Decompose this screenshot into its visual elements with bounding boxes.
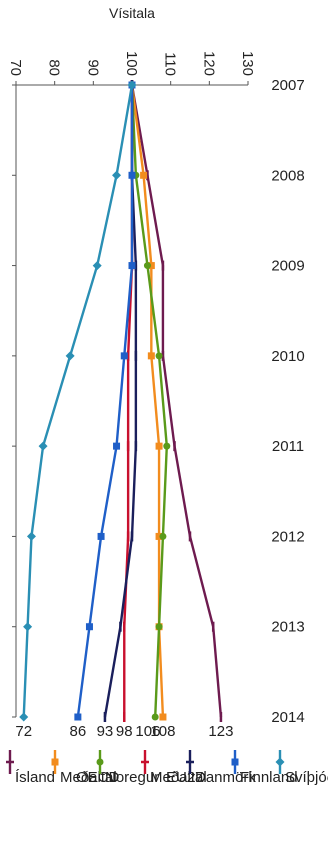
series-line	[76, 85, 134, 718]
x-tick-label: 2007	[271, 77, 304, 94]
legend-label: Meðaltal	[150, 769, 207, 786]
data-point-marker	[143, 262, 151, 270]
data-point-marker	[120, 352, 128, 360]
data-point-marker	[127, 80, 137, 90]
legend-swatch-marker	[51, 758, 59, 766]
data-point-marker	[151, 713, 159, 721]
legend-swatch-marker	[231, 758, 239, 766]
data-point-marker	[23, 622, 33, 632]
x-tick-label: 2011	[272, 438, 304, 455]
data-point-marker	[159, 713, 167, 721]
y-axis-title: Vísitala	[109, 5, 155, 21]
legend-swatch-marker	[275, 757, 285, 767]
legend-swatch-marker	[96, 758, 104, 766]
x-tick-label: 2013	[271, 619, 304, 636]
legend-label: Meðaltal	[60, 769, 117, 786]
x-tick-label: 2008	[271, 167, 304, 184]
data-point-marker	[26, 531, 36, 541]
y-tick-label: 120	[200, 51, 217, 76]
series-line	[130, 84, 169, 718]
data-point-marker	[97, 532, 105, 540]
data-point-marker	[128, 171, 136, 179]
y-tick-label: 80	[46, 59, 63, 76]
data-point-marker	[155, 352, 163, 360]
data-point-marker	[113, 442, 121, 450]
end-value-label: 72	[15, 723, 32, 740]
data-point-marker	[74, 713, 82, 721]
data-point-marker	[163, 442, 171, 450]
x-tick-label: 2010	[271, 348, 304, 365]
legend-label: Svíþjóð	[285, 769, 328, 786]
data-point-marker	[19, 712, 29, 722]
series-line	[22, 84, 134, 718]
x-tick-label: 2009	[271, 258, 304, 275]
legend-label: EU27	[166, 769, 204, 786]
data-point-marker	[85, 623, 93, 631]
legend-label: Danmörk	[195, 769, 256, 786]
y-tick-label: 70	[7, 59, 24, 76]
end-value-label: 123	[208, 723, 233, 740]
data-point-marker	[112, 170, 122, 180]
data-point-marker	[159, 532, 167, 540]
y-tick-label: 130	[239, 51, 256, 76]
data-point-marker	[140, 171, 148, 179]
y-tick-label: 90	[84, 59, 101, 76]
end-value-label: 108	[150, 723, 175, 740]
x-tick-label: 2014	[271, 709, 304, 726]
data-point-marker	[38, 441, 48, 451]
data-point-marker	[155, 442, 163, 450]
data-point-marker	[92, 261, 102, 271]
data-point-marker	[128, 262, 136, 270]
data-point-marker	[155, 623, 163, 631]
data-point-marker	[65, 351, 75, 361]
series-line	[130, 84, 223, 718]
end-value-label: 106	[135, 723, 160, 740]
y-tick-label: 100	[123, 51, 140, 76]
x-tick-label: 2012	[271, 528, 304, 545]
data-point-marker	[147, 352, 155, 360]
legend-label: Ísland	[15, 769, 55, 786]
end-value-label: 86	[70, 723, 87, 740]
end-value-label: 98	[116, 723, 133, 740]
end-value-label: 93	[97, 723, 114, 740]
y-tick-label: 110	[162, 52, 179, 76]
legend-label: OECD	[76, 769, 120, 786]
legend-label: Finnland	[240, 769, 298, 786]
